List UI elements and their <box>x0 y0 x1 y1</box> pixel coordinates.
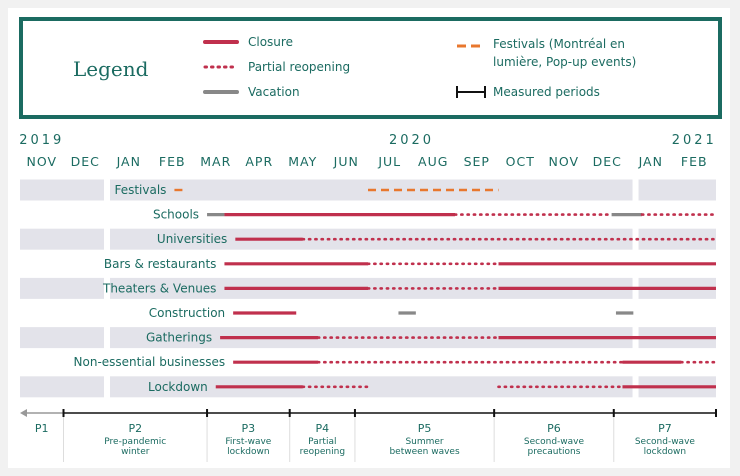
month-label-2: JAN <box>116 154 141 169</box>
month-label-14: JAN <box>638 154 663 169</box>
period-label-P1: P1 <box>35 422 49 435</box>
legend-festivals-label: Festivals (Montréal en lumière, Pop-up e… <box>493 37 637 69</box>
legend-swatches <box>203 40 486 98</box>
row-band <box>638 179 716 201</box>
category-label: Lockdown <box>148 380 208 394</box>
legend-closure-label: Closure <box>248 35 293 49</box>
month-label-0: NOV <box>26 154 57 169</box>
month-label-9: AUG <box>418 154 448 169</box>
legend-measured-label: Measured periods <box>493 85 600 99</box>
legend-box: Legend Closure Partial reopening Vacatio… <box>19 17 722 119</box>
category-label: Festivals <box>114 183 166 197</box>
period-label-P6: P6 <box>547 422 561 435</box>
period-label-P7: P7 <box>658 422 672 435</box>
legend-partial-label: Partial reopening <box>248 60 351 74</box>
period-desc: winter <box>121 447 150 457</box>
year-label-2021: 2021 <box>672 133 717 148</box>
month-label-7: JUN <box>333 154 359 169</box>
period-desc: lockdown <box>644 447 686 457</box>
row-band <box>20 376 104 398</box>
row-band <box>20 228 104 250</box>
month-label-1: DEC <box>71 154 100 169</box>
period-desc: Second-wave <box>524 437 585 447</box>
category-label: Schools <box>153 208 199 222</box>
category-label: Universities <box>157 232 227 246</box>
period-label-P3: P3 <box>242 422 256 435</box>
category-label: Construction <box>149 306 225 320</box>
category-label: Theaters & Venues <box>102 281 216 295</box>
month-label-4: MAR <box>200 154 231 169</box>
period-label-P2: P2 <box>128 422 142 435</box>
row-band <box>110 327 633 349</box>
period-desc: Second-wave <box>635 437 696 447</box>
month-label-13: DEC <box>593 154 622 169</box>
row-band <box>638 228 716 250</box>
category-label: Bars & restaurants <box>104 257 217 271</box>
month-label-10: SEP <box>464 154 490 169</box>
month-label-3: FEB <box>159 154 186 169</box>
category-label: Non-essential businesses <box>74 355 226 369</box>
period-desc: precautions <box>528 447 581 457</box>
row-band <box>20 327 104 349</box>
year-label-2020: 2020 <box>389 133 434 148</box>
month-label-6: MAY <box>288 154 317 169</box>
period-desc: First-wave <box>225 437 271 447</box>
month-label-11: OCT <box>506 154 535 169</box>
row-band <box>20 179 104 201</box>
year-label-2019: 2019 <box>19 133 64 148</box>
axis-arrow <box>20 409 27 417</box>
row-band <box>110 277 633 299</box>
period-label-P4: P4 <box>316 422 330 435</box>
period-desc: Summer <box>405 437 443 447</box>
period-desc: Partial <box>308 437 336 447</box>
row-band <box>110 376 633 398</box>
legend-vacation-label: Vacation <box>248 85 300 99</box>
row-band <box>20 277 104 299</box>
legend-measured-swatch <box>456 86 486 98</box>
legend-title: Legend <box>73 57 149 81</box>
period-desc: Pre-pandemic <box>104 437 166 447</box>
month-label-5: APR <box>245 154 273 169</box>
period-desc: reopening <box>300 447 345 457</box>
period-desc: between waves <box>389 447 460 457</box>
month-label-8: JUL <box>377 154 401 169</box>
month-label-15: FEB <box>681 154 708 169</box>
period-label-P5: P5 <box>418 422 432 435</box>
category-label: Gatherings <box>146 331 212 345</box>
month-label-12: NOV <box>548 154 579 169</box>
period-desc: lockdown <box>227 447 269 457</box>
